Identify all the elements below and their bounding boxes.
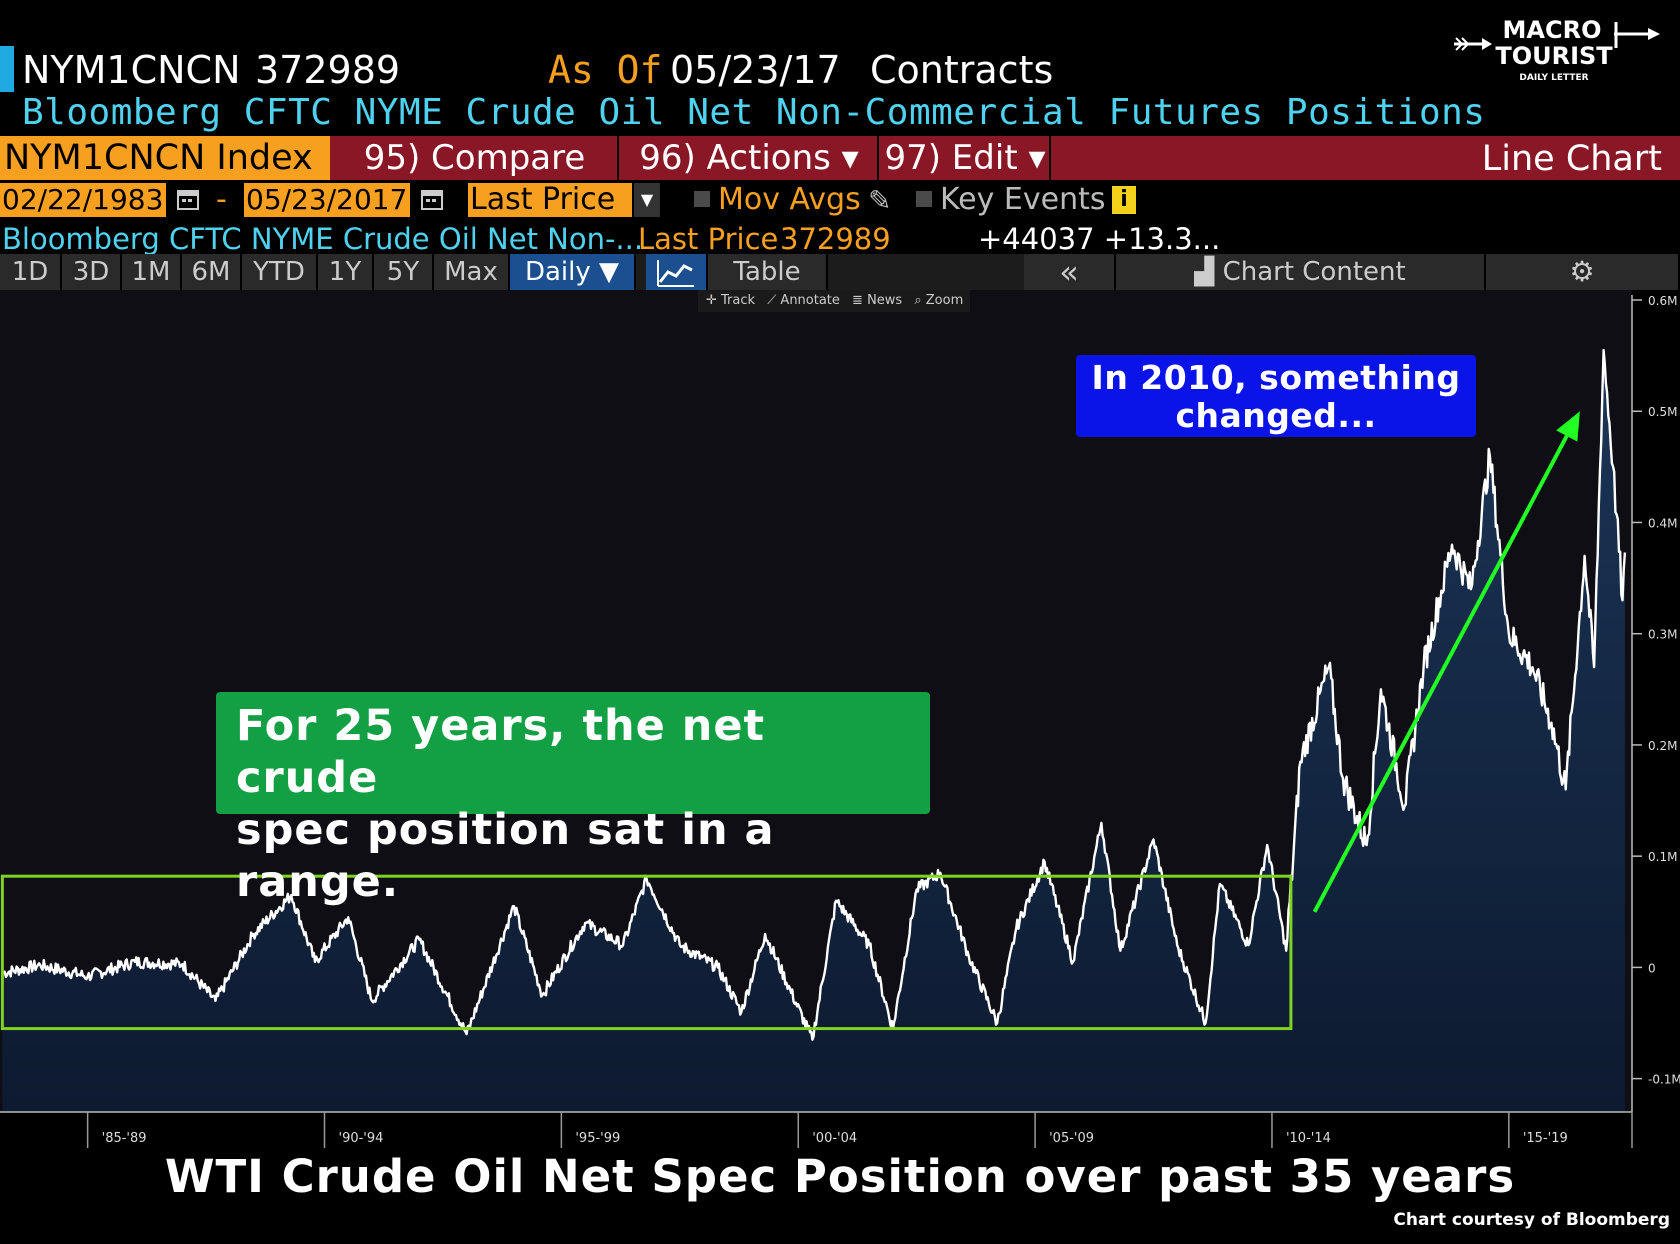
change-value: +44037 +13.3...: [978, 222, 1221, 256]
ticker-label: NYM1CNCN: [22, 48, 241, 92]
range-1y[interactable]: 1Y: [318, 254, 374, 290]
range-1m[interactable]: 1M: [122, 254, 182, 290]
edit-menu[interactable]: 97) Edit ▾: [881, 136, 1051, 180]
y-tick-label: -0.1M: [1648, 1073, 1680, 1087]
chart-type-label[interactable]: Line Chart: [1481, 139, 1662, 179]
y-tick-label: 0: [1648, 961, 1656, 975]
annotate-tool[interactable]: ⟋ Annotate: [767, 293, 840, 308]
macro-tourist-logo: MACRO TOURIST DAILY LETTER: [1454, 16, 1660, 83]
field-select[interactable]: Last Price: [468, 183, 632, 217]
security-long-title: Bloomberg CFTC NYME Crude Oil Net Non-Co…: [22, 92, 1486, 133]
chevron-down-icon[interactable]: ▼: [634, 183, 660, 217]
x-tick-label: '95-'99: [575, 1131, 620, 1146]
x-tick-label: '10-'14: [1286, 1131, 1331, 1146]
x-tick-label: '90-'94: [339, 1131, 384, 1146]
change-annotation-line2: changed...: [1175, 396, 1377, 435]
arrow-left-icon: [1454, 37, 1492, 51]
calendar-icon[interactable]: [176, 187, 200, 211]
frequency-select[interactable]: Daily ▼: [510, 254, 636, 290]
zoom-tool[interactable]: ⌕ Zoom: [914, 293, 964, 308]
range-6m[interactable]: 6M: [182, 254, 242, 290]
as-of-date: 05/23/17: [670, 48, 841, 92]
x-tick-label: '00-'04: [812, 1131, 857, 1146]
range-annotation-line2: spec position sat in a range.: [236, 805, 775, 907]
chart-tools: ✛ Track ⟋ Annotate ≣ News ⌕ Zoom: [698, 290, 970, 312]
change-annotation-line1: In 2010, something: [1091, 358, 1461, 397]
end-date-input[interactable]: 05/23/2017: [244, 183, 410, 217]
line-chart-icon[interactable]: [646, 254, 708, 290]
start-date-input[interactable]: 02/22/1983: [0, 183, 166, 217]
y-tick-label: 0.6M: [1648, 294, 1677, 308]
mov-avgs-label: Mov Avgs: [718, 182, 861, 217]
table-button[interactable]: Table: [708, 254, 828, 290]
calendar-icon[interactable]: [420, 187, 444, 211]
chart-credit: Chart courtesy of Bloomberg: [1393, 1210, 1670, 1230]
info-icon[interactable]: i: [1112, 186, 1136, 214]
actions-menu[interactable]: 96) Actions ▾: [621, 136, 879, 180]
header-marker: [0, 46, 14, 92]
arrow-right-icon: [1614, 22, 1660, 48]
collapse-icon[interactable]: «: [1024, 254, 1116, 290]
date-dash: -: [216, 182, 227, 217]
gear-icon[interactable]: ⚙: [1486, 254, 1680, 290]
key-events-checkbox[interactable]: [916, 191, 932, 207]
units-label: Contracts: [870, 48, 1054, 92]
chart-content-icon: ▟: [1194, 257, 1223, 287]
series-line: [2, 348, 1627, 1041]
range-3d[interactable]: 3D: [62, 254, 122, 290]
index-field[interactable]: NYM1CNCN Index: [0, 136, 330, 180]
news-tool[interactable]: ≣ News: [852, 293, 903, 308]
chart-content-label: Chart Content: [1222, 257, 1406, 287]
logo-line3: DAILY LETTER: [1519, 73, 1588, 83]
trend-arrow-head: [1556, 411, 1580, 442]
x-tick-label: '85-'89: [102, 1131, 147, 1146]
x-tick-label: '05-'09: [1049, 1131, 1094, 1146]
last-price-label: Last Price: [638, 222, 779, 256]
y-tick-label: 0.1M: [1648, 850, 1677, 864]
range-ytd[interactable]: YTD: [242, 254, 318, 290]
last-price-value: 372989: [780, 222, 891, 256]
range-annotation-line1: For 25 years, the net crude: [236, 701, 766, 803]
series-area: [2, 350, 1625, 1113]
range-highlight-box: [0, 874, 1293, 1031]
y-tick-label: 0.2M: [1648, 739, 1677, 753]
range-5y[interactable]: 5Y: [374, 254, 434, 290]
ticker-value: 372989: [255, 48, 401, 92]
trend-arrow-line: [1312, 435, 1569, 913]
mov-avgs-checkbox[interactable]: [694, 191, 710, 207]
key-events-label: Key Events: [940, 182, 1106, 217]
logo-line2: TOURIST: [1495, 42, 1613, 70]
change-annotation: In 2010, something changed...: [1076, 355, 1476, 437]
pencil-icon[interactable]: ✎: [868, 184, 892, 217]
y-tick-label: 0.5M: [1648, 405, 1677, 419]
range-annotation: For 25 years, the net crude spec positio…: [216, 692, 930, 907]
y-tick-label: 0.3M: [1648, 628, 1677, 642]
range-max[interactable]: Max: [434, 254, 510, 290]
track-tool[interactable]: ✛ Track: [706, 293, 756, 308]
logo-line1: MACRO: [1503, 16, 1602, 44]
security-description: Bloomberg CFTC NYME Crude Oil Net Non-..…: [2, 222, 644, 256]
chart-caption: WTI Crude Oil Net Spec Position over pas…: [164, 1150, 1516, 1203]
y-tick-label: 0.4M: [1648, 516, 1677, 530]
compare-button[interactable]: 95) Compare: [332, 136, 619, 180]
x-tick-label: '15-'19: [1523, 1131, 1568, 1146]
as-of-label: As Of: [548, 48, 663, 92]
range-1d[interactable]: 1D: [0, 254, 62, 290]
chart-content-button[interactable]: ▟ Chart Content: [1116, 254, 1486, 290]
